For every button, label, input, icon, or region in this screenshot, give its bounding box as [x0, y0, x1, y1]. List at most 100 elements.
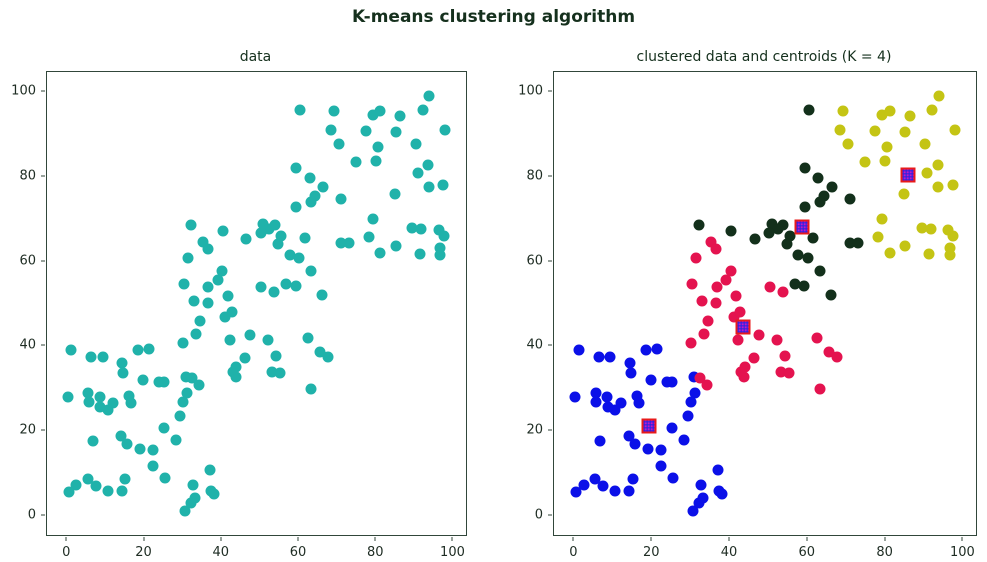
cluster-crimson-point: [710, 243, 722, 255]
raw-data-point: [390, 126, 402, 138]
cluster-yellow-point: [949, 124, 961, 136]
cluster-yellow-point: [879, 155, 891, 167]
raw-data-point: [275, 230, 287, 242]
raw-data-point: [394, 110, 406, 122]
raw-data-point: [187, 479, 199, 491]
cluster-darkgreen-point: [763, 227, 775, 239]
y-tick-mark: [548, 90, 552, 92]
x-tick-mark: [297, 537, 299, 541]
y-tick-label: 60: [19, 253, 36, 269]
cluster-yellow-point: [898, 188, 910, 200]
raw-data-point: [193, 379, 205, 391]
cluster-blue-point: [625, 367, 637, 379]
cluster-yellow-point: [837, 105, 849, 117]
raw-data-point: [83, 396, 95, 408]
raw-data-point: [367, 213, 379, 225]
raw-data-point: [202, 243, 214, 255]
cluster-blue-point: [615, 397, 626, 409]
cluster-blue-point: [655, 444, 667, 456]
x-tick-mark: [65, 537, 67, 541]
x-tick-mark: [374, 537, 376, 541]
cluster-yellow-point: [869, 125, 881, 137]
y-tick-mark: [548, 429, 552, 431]
cluster-crimson-point: [696, 295, 708, 307]
cluster-blue-point: [693, 497, 705, 509]
raw-data-point: [189, 492, 201, 504]
cluster-yellow-point: [921, 167, 933, 179]
raw-data-point: [269, 219, 281, 231]
raw-data-point: [309, 190, 321, 202]
raw-data-point: [284, 249, 296, 261]
raw-data-point: [370, 155, 382, 167]
raw-data-point: [182, 252, 194, 264]
cluster-darkgreen-point: [799, 201, 811, 213]
raw-data-point: [423, 181, 435, 193]
raw-data-point: [389, 188, 401, 200]
raw-data-point: [280, 278, 292, 290]
cluster-yellow-point: [947, 230, 959, 242]
raw-data-point: [316, 289, 328, 301]
raw-data-point: [186, 372, 198, 384]
raw-data-point: [270, 350, 282, 362]
cluster-blue-point: [695, 479, 707, 491]
raw-data-point: [181, 387, 193, 399]
centroid-marker: [794, 219, 810, 235]
cluster-yellow-point: [932, 181, 944, 193]
raw-data-point: [433, 224, 445, 236]
cluster-darkgreen-point: [826, 181, 838, 193]
raw-data-point: [125, 397, 137, 409]
raw-data-point: [94, 391, 106, 403]
raw-data-point: [194, 315, 206, 327]
cluster-blue-point: [573, 344, 584, 356]
cluster-blue-point: [712, 464, 724, 476]
cluster-crimson-point: [725, 265, 737, 277]
raw-data-point: [317, 181, 329, 193]
raw-data-point: [116, 357, 128, 369]
raw-data-point: [367, 109, 379, 121]
cluster-blue-point: [629, 438, 641, 450]
x-tick-mark: [884, 537, 886, 541]
x-tick-mark: [961, 537, 963, 541]
raw-data-point: [255, 281, 267, 293]
y-tick-mark: [41, 514, 45, 516]
cluster-darkgreen-point: [792, 249, 804, 261]
cluster-crimson-point: [694, 372, 706, 384]
y-tick-label: 40: [19, 337, 36, 353]
x-tick-mark: [220, 537, 222, 541]
y-tick-mark: [548, 260, 552, 262]
cluster-crimson-point: [690, 252, 702, 264]
y-tick-label: 0: [534, 507, 543, 523]
raw-data-point: [202, 297, 214, 309]
cluster-crimson-point: [831, 351, 843, 363]
left-plot-title: data: [239, 49, 272, 65]
cluster-crimson-point: [711, 281, 723, 293]
raw-data-point: [438, 230, 450, 242]
y-tick-mark: [548, 514, 552, 516]
raw-data-point: [305, 196, 317, 208]
raw-data-point: [423, 90, 435, 102]
x-tick-mark: [728, 537, 730, 541]
x-tick-label: 0: [62, 545, 71, 560]
cluster-crimson-point: [705, 236, 717, 248]
x-tick-label: 20: [642, 545, 660, 560]
cluster-yellow-point: [933, 90, 945, 102]
cluster-crimson-point: [701, 379, 713, 391]
right-plot-title: clustered data and centroids (K = 4): [636, 49, 892, 65]
cluster-crimson-point: [738, 371, 750, 383]
cluster-blue-point: [590, 396, 602, 408]
cluster-darkgreen-point: [693, 219, 705, 230]
cluster-crimson-point: [685, 337, 697, 349]
raw-data-point: [272, 238, 284, 250]
cluster-blue-point: [593, 351, 605, 363]
y-tick-label: 100: [11, 83, 36, 99]
cluster-crimson-point: [739, 361, 751, 373]
cluster-yellow-point: [904, 110, 916, 122]
raw-data-point: [216, 265, 228, 277]
cluster-crimson-point: [698, 328, 710, 340]
cluster-crimson-point: [710, 297, 722, 309]
cluster-blue-point: [601, 391, 613, 403]
y-tick-mark: [41, 260, 45, 262]
x-tick-mark: [451, 537, 453, 541]
raw-data-point: [268, 286, 280, 298]
